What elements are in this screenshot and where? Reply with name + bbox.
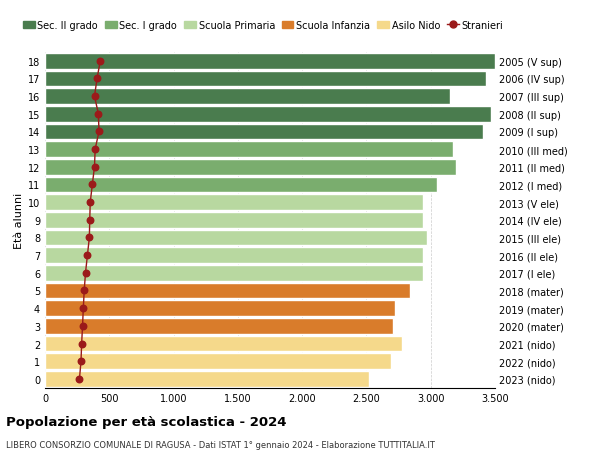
Bar	[45, 248, 423, 263]
Point	[90, 164, 100, 171]
Text: Popolazione per età scolastica - 2024: Popolazione per età scolastica - 2024	[6, 415, 287, 428]
Bar	[45, 230, 427, 246]
Bar	[45, 107, 491, 122]
Bar	[45, 371, 369, 387]
Point	[79, 287, 89, 295]
Bar	[45, 54, 495, 69]
Point	[94, 111, 103, 118]
Point	[94, 129, 104, 136]
Bar	[45, 72, 486, 87]
Y-axis label: Età alunni: Età alunni	[14, 192, 23, 248]
Point	[85, 199, 95, 207]
Point	[79, 305, 88, 312]
Point	[85, 234, 94, 241]
Point	[88, 181, 97, 189]
Point	[85, 217, 95, 224]
Point	[80, 269, 91, 277]
Bar	[45, 301, 395, 316]
Bar	[45, 336, 403, 352]
Bar	[45, 124, 484, 140]
Point	[76, 358, 86, 365]
Point	[95, 58, 105, 65]
Bar	[45, 89, 450, 105]
Point	[77, 340, 86, 347]
Legend: Sec. II grado, Sec. I grado, Scuola Primaria, Scuola Infanzia, Asilo Nido, Stran: Sec. II grado, Sec. I grado, Scuola Prim…	[23, 21, 503, 31]
Point	[83, 252, 92, 259]
Bar	[45, 265, 423, 281]
Bar	[45, 160, 457, 175]
Bar	[45, 195, 423, 210]
Point	[92, 76, 102, 83]
Bar	[45, 177, 437, 193]
Text: LIBERO CONSORZIO COMUNALE DI RAGUSA - Dati ISTAT 1° gennaio 2024 - Elaborazione : LIBERO CONSORZIO COMUNALE DI RAGUSA - Da…	[6, 440, 435, 449]
Bar	[45, 353, 391, 369]
Bar	[45, 319, 394, 334]
Point	[78, 323, 88, 330]
Point	[74, 375, 84, 383]
Bar	[45, 283, 410, 299]
Point	[91, 146, 100, 153]
Bar	[45, 213, 423, 228]
Bar	[45, 142, 452, 157]
Point	[90, 93, 100, 101]
